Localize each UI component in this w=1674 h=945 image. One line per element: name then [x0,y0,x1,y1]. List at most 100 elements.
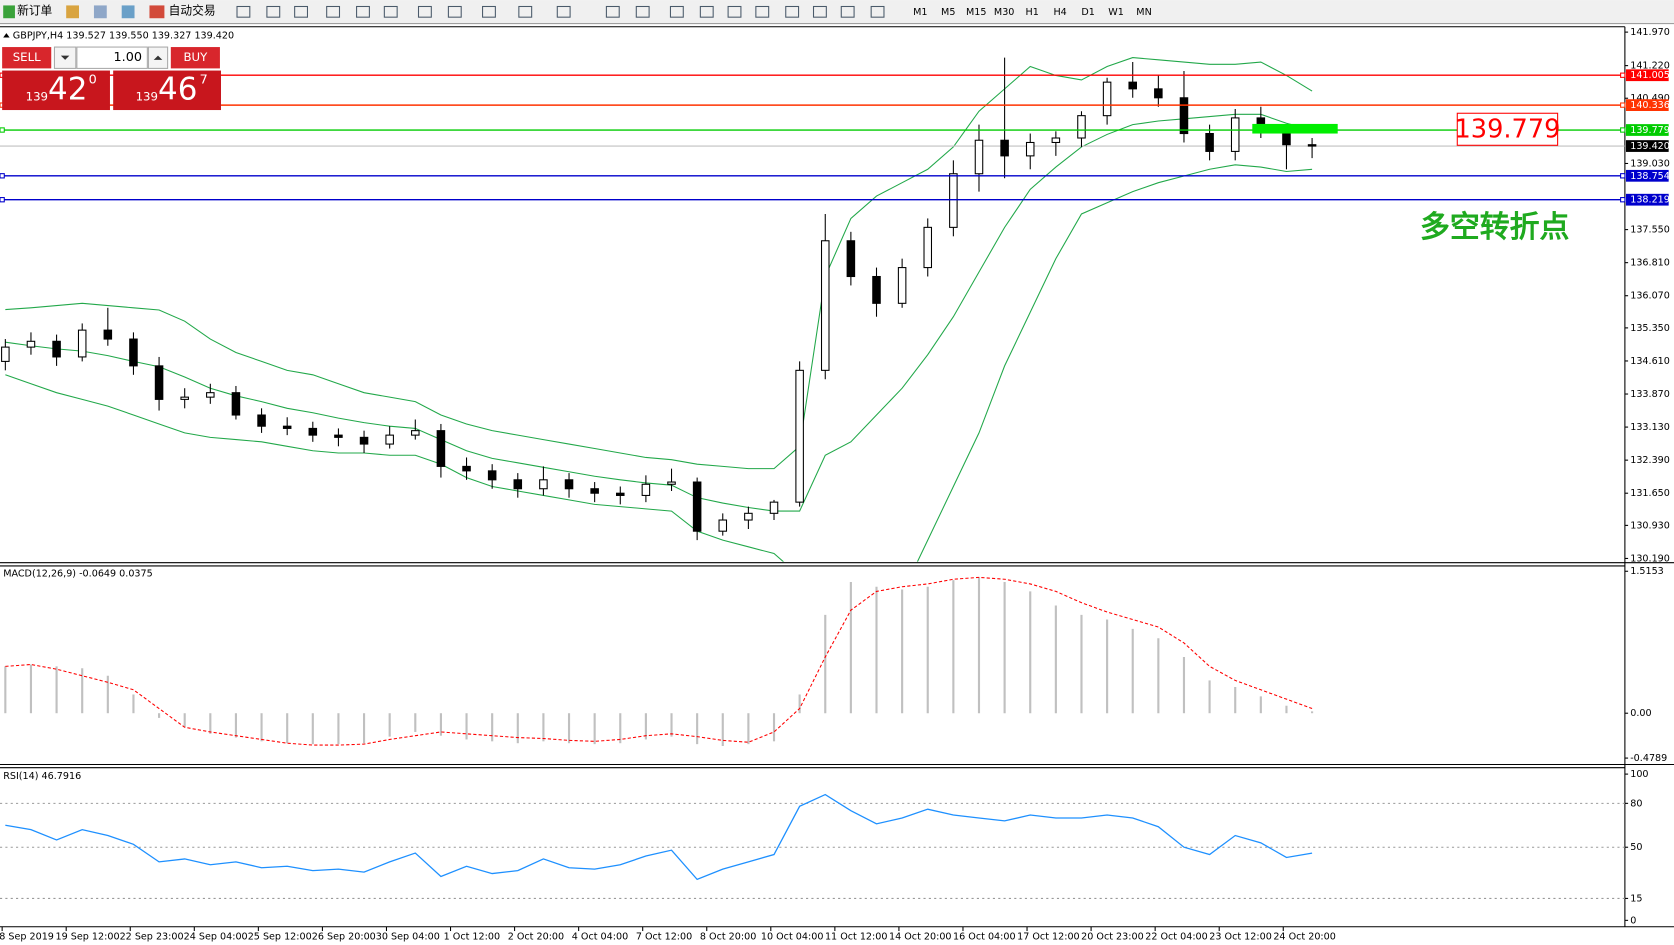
buy-button[interactable] [170,47,220,69]
timeframe-button[interactable]: MN [1136,7,1151,18]
new-order-icon[interactable] [3,5,15,19]
toolbar-icon[interactable] [447,5,462,18]
x-tick-label: 22 Oct 04:00 [1145,931,1208,942]
y-tick-label: 137.550 [1630,225,1670,236]
toolbar-icon[interactable] [236,5,251,18]
sell-price-box[interactable] [2,70,110,111]
buy-price-small: 7 [200,73,208,88]
level-anchor[interactable] [1620,197,1626,203]
candle-body [1051,137,1061,144]
y-tick-label: 136.810 [1630,258,1670,269]
x-tick-label: 19 Sep 12:00 [56,931,120,942]
toolbar-icon[interactable] [755,5,770,18]
candle-body [206,392,215,398]
level-label: 140.336 [1630,100,1670,111]
toolbar-icon[interactable] [294,5,309,18]
toolbar-icon[interactable] [870,5,885,18]
timeframe-button[interactable]: H4 [1053,7,1066,18]
x-tick-label: 23 Oct 12:00 [1209,931,1272,942]
x-tick-label: 24 Sep 04:00 [184,931,248,942]
level-anchor[interactable] [0,197,5,203]
level-anchor[interactable] [1620,173,1626,179]
toolbar-icon[interactable] [785,5,800,18]
candle-body [52,340,61,358]
y-tick-label: 133.870 [1630,389,1670,400]
toolbar-icon[interactable] [93,5,107,19]
level-anchor[interactable] [1620,102,1626,108]
candle-body [641,483,651,496]
current-price-label-bg [1625,140,1669,152]
toolbar-icon[interactable] [840,5,855,18]
toolbar [0,0,1674,24]
toolbar-icon[interactable] [669,5,684,18]
candle-body [77,329,87,358]
toolbar-icon[interactable] [518,5,533,18]
candle-body [564,479,574,490]
toolbar-icon[interactable] [383,5,398,18]
level-anchor[interactable] [0,127,5,133]
candle-body [462,465,471,472]
y-tick-label: 136.070 [1630,291,1670,302]
timeframe-button[interactable]: D1 [1081,7,1095,18]
x-tick-label: 17 Oct 12:00 [1017,931,1080,942]
y-tick-label: 100 [1630,769,1648,780]
y-tick-label: 139.030 [1630,158,1670,169]
indicators: 141.970 141.220 140.490 139.030 137.550 136.8… [0,27,1670,942]
timeframe-button[interactable]: M5 [941,7,955,18]
toolbar-icon[interactable] [556,5,571,18]
timeframe-button[interactable]: H1 [1025,7,1038,18]
candle-body [1230,117,1240,152]
level-anchor[interactable] [1620,72,1626,78]
toolbar-icon[interactable] [356,5,370,18]
auto-trading-icon[interactable] [149,5,165,19]
toolbar-icon[interactable] [482,5,496,18]
candle-body [1205,133,1214,152]
timeframes: M1 M5 M15 M30 H1 H4 D1 W1 MN [913,7,1152,18]
buy-price-box[interactable] [113,70,221,111]
timeframe-button[interactable]: M30 [994,7,1015,18]
auto-trading-button[interactable]: 自动交易 [169,3,216,17]
toolbar-icon[interactable] [727,5,742,18]
new-order-button[interactable]: 新订单 [17,3,52,17]
price-plot [0,57,1625,562]
candle-body [949,173,958,228]
collapse-icon[interactable] [3,33,10,38]
x-tick-label: 26 Sep 20:00 [312,931,376,942]
lots-input[interactable] [76,46,148,69]
level-anchor[interactable] [1620,127,1626,133]
candle-body [282,425,292,429]
level-label-bg [1625,99,1669,111]
candle-body [385,434,394,445]
y-tick-label: 0.00 [1630,708,1651,719]
sell-price-big: 139 [26,90,48,104]
toolbar-icon[interactable] [66,5,80,19]
toolbar-icon[interactable] [326,5,341,18]
level-anchor[interactable] [0,173,5,179]
timeframe-button[interactable]: W1 [1108,7,1124,18]
sell-button[interactable] [2,47,52,69]
candle-body [667,481,676,485]
toolbar-icon[interactable] [635,5,650,18]
toolbar-icon[interactable] [121,5,135,19]
current-price-label: 139.420 [1630,141,1670,152]
y-tick-label: 80 [1630,798,1642,809]
rsi-title: RSI(14) 46.7916 [3,771,81,782]
timeframe-button[interactable]: M1 [913,7,927,18]
candle-body [334,434,343,438]
candle-body [974,139,984,175]
y-tick-label: 132.390 [1630,455,1670,466]
toolbar-icon[interactable] [417,5,432,18]
bollinger-band [5,57,1313,470]
toolbar-icon[interactable] [605,5,620,18]
timeframe-button[interactable]: M15 [966,7,987,18]
toolbar-icon[interactable] [266,5,281,18]
toolbar-icon[interactable] [699,5,714,18]
candle-body [616,492,625,496]
y-tick-label: 141.970 [1630,27,1670,38]
toolbar-icon[interactable] [812,5,827,18]
buy-label[interactable]: BUY [183,50,208,64]
x-tick-label: 16 Oct 04:00 [953,931,1016,942]
level-label: 139.779 [1630,125,1670,136]
sell-label[interactable]: SELL [13,50,41,64]
y-tick-label: 134.610 [1630,356,1670,367]
